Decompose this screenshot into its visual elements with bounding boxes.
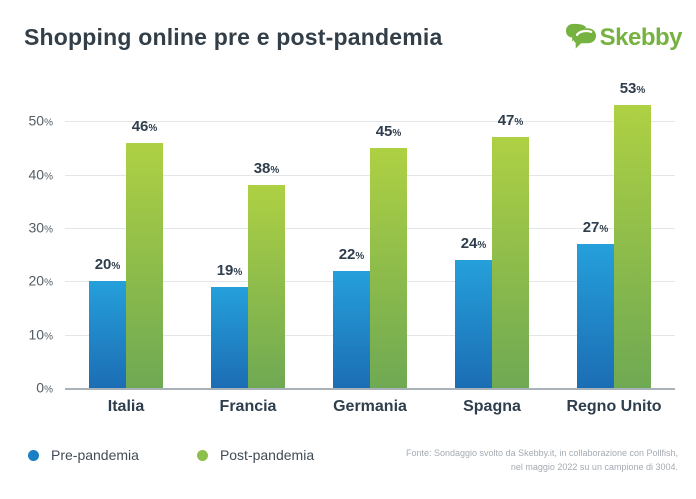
bar-pre-pandemia-italia: 20% [89, 256, 126, 388]
bar-pre-pandemia-spagna: 24% [455, 235, 492, 388]
page-title: Shopping online pre e post-pandemia [24, 24, 443, 50]
legend-item-pre-pandemia: Pre-pandemia [28, 447, 139, 463]
x-axis-label-francia: Francia [219, 398, 277, 415]
bar-pre-pandemia-francia: 19% [211, 262, 248, 388]
bar-pre-pandemia-regno-unito: 27% [577, 219, 614, 388]
speech-bubble-icon [565, 23, 597, 53]
bar-post-pandemia-francia: 38% [248, 160, 285, 388]
bar-post-pandemia-regno-unito: 53% [614, 80, 651, 388]
gridline-50 [65, 121, 675, 123]
y-axis-tick-label-40: 40% [28, 166, 53, 183]
y-axis-tick-label-20: 20% [28, 273, 53, 290]
bar-group-francia: 19% 38% Francia [211, 68, 285, 415]
source-note: Fonte: Sondaggio svolto da Skebby.it, in… [406, 447, 678, 474]
bar-post-pandemia-germania: 45% [370, 123, 407, 388]
value-label-pre-pandemia-italia: 20% [94, 256, 121, 274]
value-label-post-pandemia-francia: 38% [253, 160, 280, 178]
bar-group-spagna: 24% 47% Spagna [455, 68, 529, 415]
skebby-logo: Skebby [565, 23, 683, 53]
source-note-line2: nel maggio 2022 su un campione di 3004. [510, 461, 678, 472]
legend-label-post-pandemia: Post-pandemia [219, 447, 315, 463]
bar-pre-pandemia-germania: 22% [333, 246, 370, 388]
value-label-pre-pandemia-francia: 19% [216, 261, 243, 279]
legend-dot-post-pandemia [196, 449, 208, 461]
legend-dot-pre-pandemia [28, 449, 39, 461]
value-label-post-pandemia-italia: 46% [131, 117, 158, 135]
bar-post-pandemia-italia: 46% [126, 118, 163, 388]
legend-item-post-pandemia: Post-pandemia [196, 447, 315, 463]
bar-post-pandemia-spagna: 47% [492, 112, 529, 388]
value-label-post-pandemia-spagna: 47% [497, 112, 524, 130]
value-label-pre-pandemia-germania: 22% [338, 245, 365, 263]
value-label-pre-pandemia-regno-unito: 27% [582, 219, 609, 236]
legend-label-pre-pandemia: Pre-pandemia [51, 447, 139, 463]
x-axis-label-germania: Germania [333, 398, 407, 415]
x-axis-label-regno-unito: Regno Unito [566, 398, 662, 415]
value-label-post-pandemia-germania: 45% [375, 123, 402, 140]
y-axis-tick-label-0: 0% [36, 379, 53, 396]
chart-legend: Pre-pandemia Post-pandemia [28, 447, 314, 463]
y-axis-tick-label-10: 10% [28, 326, 53, 343]
bar-group-regno-unito: 27% 53% Regno Unito [566, 68, 661, 415]
value-label-post-pandemia-regno-unito: 53% [619, 80, 646, 98]
bar-chart-plot-area: 0% 10% 20% 30% 40% 50% 20% 46% Italia 19% 38% Franc… [29, 68, 675, 415]
source-note-line1: Fonte: Sondaggio svolto da Skebby.it, in… [406, 448, 678, 458]
x-axis-line [65, 388, 675, 390]
value-label-pre-pandemia-spagna: 24% [460, 235, 487, 252]
bar-group-germania: 22% 45% Germania [333, 68, 407, 415]
logo-wordmark: Skebby [599, 24, 683, 51]
x-axis-label-spagna: Spagna [463, 398, 521, 415]
bar-groups: 20% 46% Italia 19% 38% Francia 22% 45% Germania 2… [65, 68, 675, 415]
x-axis-label-italia: Italia [107, 398, 145, 415]
y-axis-tick-label-50: 50% [28, 113, 53, 130]
bar-group-italia: 20% 46% Italia [89, 68, 163, 415]
y-axis-tick-label-30: 30% [28, 219, 53, 236]
